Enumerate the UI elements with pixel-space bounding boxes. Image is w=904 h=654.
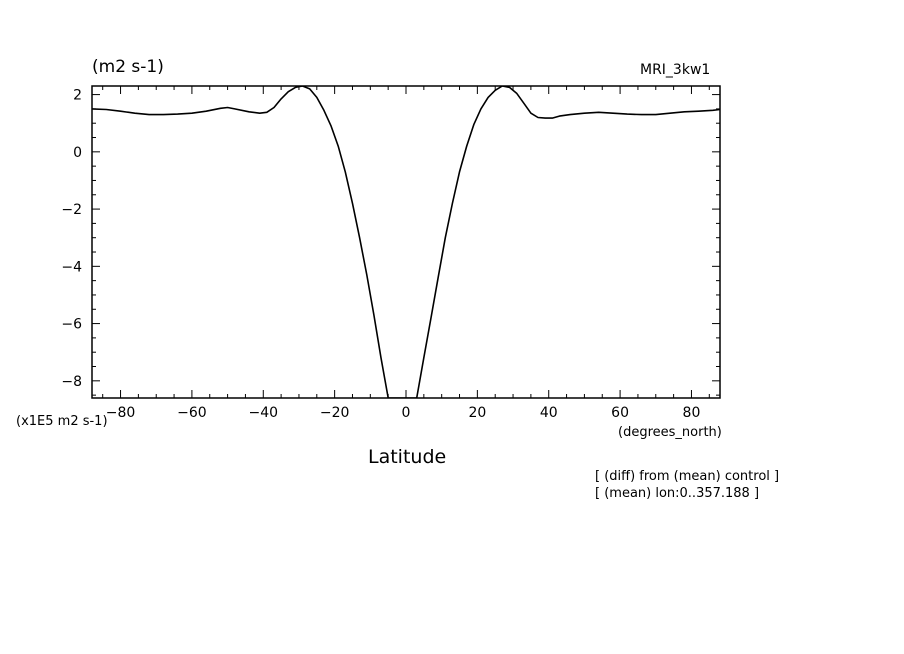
- x-tick-label: 0: [402, 405, 411, 421]
- x-units-label: (degrees_north): [618, 425, 722, 440]
- units-label: (m2 s-1): [92, 57, 164, 77]
- x-tick-label: 40: [540, 405, 558, 421]
- x-tick-label: 80: [683, 405, 701, 421]
- x-tick-label: −40: [248, 405, 278, 421]
- footer-note-mean: [ (mean) lon:0..357.188 ]: [595, 486, 760, 501]
- series-line: [92, 86, 720, 398]
- y-tick-label: −6: [61, 317, 82, 333]
- x-tick-label: 60: [611, 405, 629, 421]
- scale-factor-label: (x1E5 m2 s-1): [16, 414, 108, 429]
- x-axis-title: Latitude: [368, 446, 447, 468]
- x-tick-label: −80: [106, 405, 136, 421]
- y-tick-label: −8: [61, 374, 82, 390]
- y-tick-label: −2: [61, 202, 82, 218]
- tick-marks: [92, 86, 720, 398]
- model-name-label: MRI_3kw1: [640, 62, 711, 78]
- x-tick-label: −20: [320, 405, 350, 421]
- y-tick-label: −4: [61, 259, 82, 275]
- y-tick-label: 0: [73, 145, 82, 161]
- plot-frame: [91, 85, 721, 399]
- y-tick-label: 2: [73, 88, 82, 104]
- series-line-group: [92, 86, 720, 398]
- x-tick-label: 20: [468, 405, 486, 421]
- x-tick-label: −60: [177, 405, 207, 421]
- footer-note-diff: [ (diff) from (mean) control ]: [595, 469, 780, 484]
